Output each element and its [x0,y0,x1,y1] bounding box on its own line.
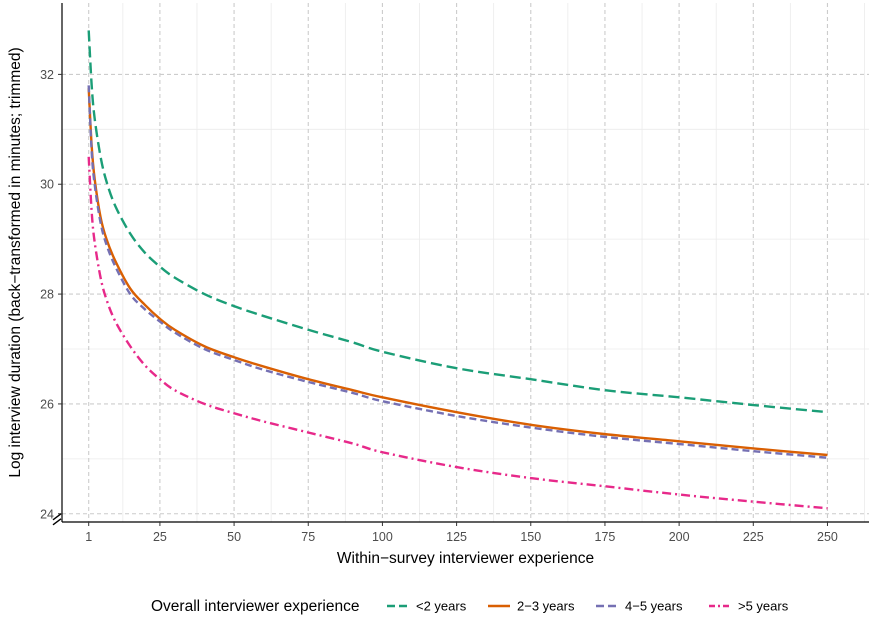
y-tick-label: 26 [40,397,54,411]
x-tick-label: 175 [595,530,616,544]
series-line-4 [87,156,828,510]
x-tick-label: 1 [85,530,92,544]
x-tick-label: 200 [669,530,690,544]
axis-break-mark [52,513,62,521]
legend: Overall interviewer experience <2 years 2… [151,598,789,615]
series-lines [87,30,828,510]
x-tick-label: 50 [227,530,241,544]
y-tick-label: 24 [40,507,54,521]
series-line-2 [87,88,828,457]
legend-title: Overall interviewer experience [151,598,359,615]
minor-gridlines [62,3,869,522]
y-tick-label: 30 [40,178,54,192]
x-tick-label: 250 [817,530,838,544]
x-tick-label: 100 [372,530,393,544]
legend-label-4: >5 years [738,599,789,614]
x-tick-label: 75 [301,530,315,544]
x-tick-label: 225 [743,530,764,544]
x-tick-label: 25 [153,530,167,544]
axes [52,3,869,526]
y-axis-title: Log interview duration (back−transformed… [7,47,24,477]
legend-label-3: 4−5 years [625,599,683,614]
series-line-3 [87,85,828,459]
y-tick-label: 28 [40,288,54,302]
legend-label-2: 2−3 years [517,599,575,614]
x-tick-label: 125 [446,530,467,544]
x-tick-label: 150 [520,530,541,544]
axis-break-mark [52,518,62,526]
major-gridlines [62,3,869,522]
panel-background [62,3,869,522]
legend-label-1: <2 years [416,599,467,614]
y-tick-label: 32 [40,68,54,82]
x-axis-title: Within−survey interviewer experience [337,550,594,567]
